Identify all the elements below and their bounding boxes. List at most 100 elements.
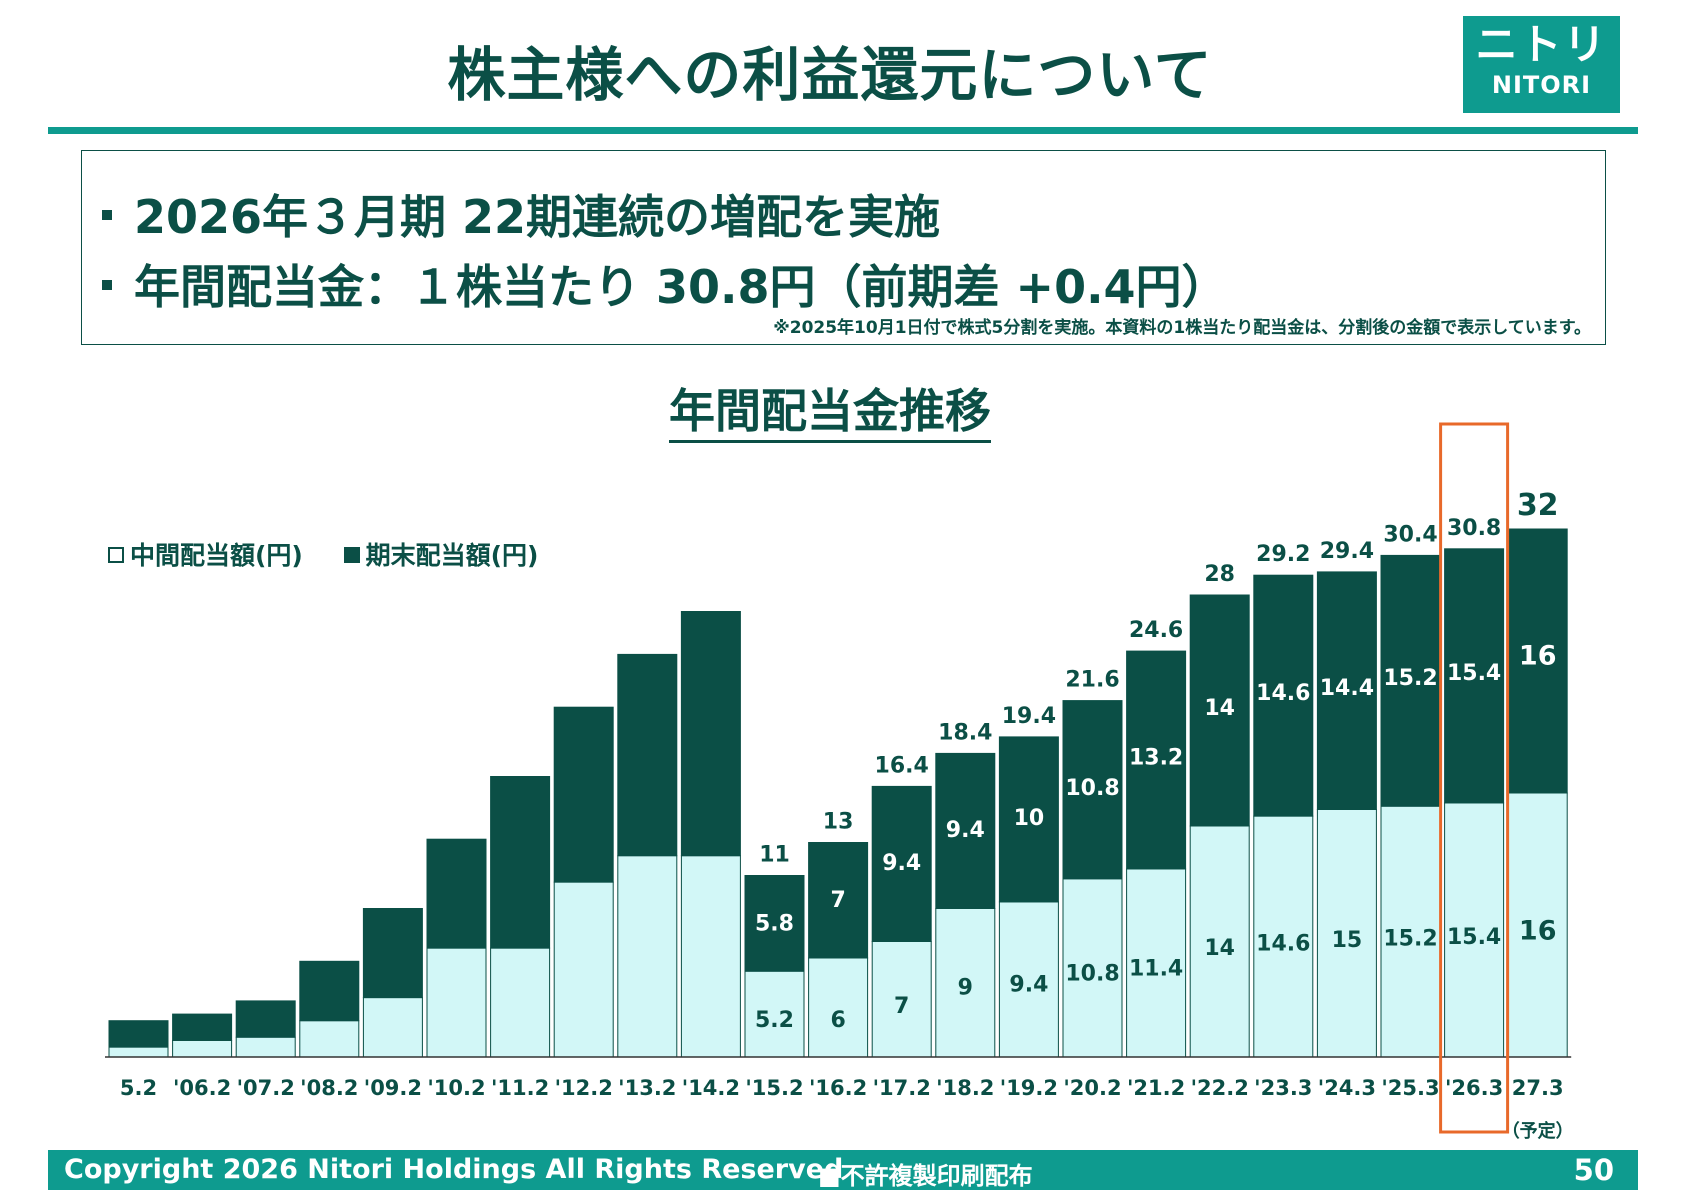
legend-interim-swatch xyxy=(108,547,124,563)
bar-interim-label: 14 xyxy=(1204,936,1235,961)
x-tick-label: '21.2 xyxy=(1127,1076,1185,1100)
bar-interim-label: 15 xyxy=(1332,928,1363,953)
bar-final xyxy=(1126,650,1187,870)
bar-final-label: 5.8 xyxy=(755,911,794,936)
x-tick-label: '09.2 xyxy=(364,1076,422,1100)
highlight-frame xyxy=(1439,422,1510,1134)
bar-final-label: 7 xyxy=(830,888,845,913)
bar-interim xyxy=(935,908,996,1058)
bar-interim xyxy=(871,941,932,1058)
bar-final xyxy=(680,611,741,857)
summary-bullet-2: 年間配当金：１株当たり 30.8円（前期差 +0.4円） xyxy=(102,251,1228,317)
legend-interim: 中間配当額(円) xyxy=(108,536,303,572)
page-title: 株主様への利益還元について xyxy=(447,41,1213,109)
bar-interim-label: 15.2 xyxy=(1383,927,1437,952)
x-tick-label: '26.3 xyxy=(1445,1076,1503,1100)
bar-interim-label: 7 xyxy=(894,994,909,1019)
x-tick-label: '13.2 xyxy=(618,1076,676,1100)
x-tick-label: '23.3 xyxy=(1254,1076,1312,1100)
bar-interim-label: 14.6 xyxy=(1256,931,1310,956)
bar-interim-label: 16 xyxy=(1519,915,1557,946)
logo-en-text: NITORI xyxy=(1491,71,1592,99)
bar-total-label: 11 xyxy=(759,843,790,868)
bar-interim-label: 5.2 xyxy=(755,1008,794,1033)
bar-final-label: 15.4 xyxy=(1447,661,1501,686)
bar-total-label: 13 xyxy=(823,810,854,835)
bar-interim-label: 6 xyxy=(830,1008,845,1033)
x-tick-note: （予定） xyxy=(1502,1120,1574,1142)
bar-interim xyxy=(426,947,487,1058)
bar-interim xyxy=(553,881,614,1058)
bar-final xyxy=(1444,548,1505,804)
x-tick-label: '24.3 xyxy=(1318,1076,1376,1100)
x-tick-label: '06.2 xyxy=(173,1076,231,1100)
x-tick-label: '14.2 xyxy=(682,1076,740,1100)
bar-interim-label: 11.4 xyxy=(1129,957,1183,982)
footer-copyright: Copyright 2026 Nitori Holdings All Right… xyxy=(64,1154,844,1185)
bar-total-label: 29.4 xyxy=(1320,539,1374,564)
bar-total-label: 29.2 xyxy=(1256,542,1310,567)
x-tick-label: 27.3 xyxy=(1512,1076,1564,1100)
dividend-bar-chart: 5.2'06.2'07.2'08.2'09.2'10.2'11.2'12.2'1… xyxy=(105,422,1574,1142)
legend-final: 期末配当額(円) xyxy=(343,536,539,572)
chart-legend: 中間配当額(円) 期末配当額(円) xyxy=(108,536,570,572)
x-tick-label: '22.2 xyxy=(1191,1076,1249,1100)
x-tick-label: '12.2 xyxy=(555,1076,613,1100)
bar-total-label: 30.8 xyxy=(1447,516,1501,541)
logo-jp-text: ニトリ xyxy=(1475,20,1608,69)
bar-final xyxy=(1380,554,1441,807)
x-tick-label: '15.2 xyxy=(745,1076,803,1100)
x-tick-label: '16.2 xyxy=(809,1076,867,1100)
bar-total-label: 24.6 xyxy=(1129,618,1183,643)
bar-interim xyxy=(1316,809,1377,1058)
bar-interim xyxy=(1380,805,1441,1058)
footer-bar: Copyright 2026 Nitori Holdings All Right… xyxy=(48,1150,1638,1190)
bar-final xyxy=(935,752,996,910)
bar-final xyxy=(362,908,423,999)
legend-interim-label: 中間配当額(円) xyxy=(130,541,303,570)
bullet-square-icon xyxy=(102,279,112,290)
bar-total-label: 18.4 xyxy=(938,720,992,745)
nitori-logo: ニトリ NITORI xyxy=(1463,16,1620,113)
bar-final xyxy=(108,1020,169,1048)
bar-final xyxy=(871,785,932,943)
bar-final xyxy=(1253,574,1314,817)
bar-final xyxy=(1189,594,1250,827)
summary-bullet-1: 2026年３月期 22期連続の増配を実施 xyxy=(102,181,940,247)
bar-final-label: 10.8 xyxy=(1065,776,1119,801)
x-tick-label: '19.2 xyxy=(1000,1076,1058,1100)
header-rule xyxy=(48,127,1638,134)
bar-final xyxy=(490,776,551,949)
bar-interim xyxy=(808,957,869,1058)
bar-interim xyxy=(299,1020,360,1058)
bar-total-label: 16.4 xyxy=(875,753,929,778)
summary-box: 2026年３月期 22期連続の増配を実施 年間配当金：１株当たり 30.8円（前… xyxy=(81,150,1606,345)
bar-final xyxy=(235,1000,296,1038)
x-tick-label: '08.2 xyxy=(300,1076,358,1100)
summary-bullet-2-text: 年間配当金：１株当たり 30.8円（前期差 +0.4円） xyxy=(134,260,1228,314)
bar-total-label: 21.6 xyxy=(1065,668,1119,693)
x-tick-label: '17.2 xyxy=(873,1076,931,1100)
bar-final-label: 9.4 xyxy=(882,851,921,876)
x-tick-label: '18.2 xyxy=(936,1076,994,1100)
bar-final-label: 9.4 xyxy=(946,818,985,843)
bar-interim xyxy=(490,947,551,1058)
bar-final xyxy=(1062,700,1123,880)
bar-final xyxy=(1316,571,1377,811)
bar-final-label: 13.2 xyxy=(1129,746,1183,771)
bar-interim xyxy=(235,1036,296,1058)
bar-interim xyxy=(1444,802,1505,1058)
bar-final xyxy=(553,706,614,883)
bar-interim xyxy=(108,1046,169,1058)
x-tick-label: 5.2 xyxy=(120,1076,157,1100)
bar-final xyxy=(744,875,805,972)
bar-final-label: 15.2 xyxy=(1383,666,1437,691)
legend-final-label: 期末配当額(円) xyxy=(365,541,539,570)
bar-interim xyxy=(172,1040,233,1058)
bullet-square-icon xyxy=(102,209,112,220)
x-tick-label: '10.2 xyxy=(427,1076,485,1100)
summary-bullet-1-text: 2026年３月期 22期連続の増配を実施 xyxy=(134,190,941,244)
bar-interim-label: 9.4 xyxy=(1009,973,1048,998)
bar-final xyxy=(426,838,487,949)
legend-final-swatch xyxy=(343,547,360,563)
